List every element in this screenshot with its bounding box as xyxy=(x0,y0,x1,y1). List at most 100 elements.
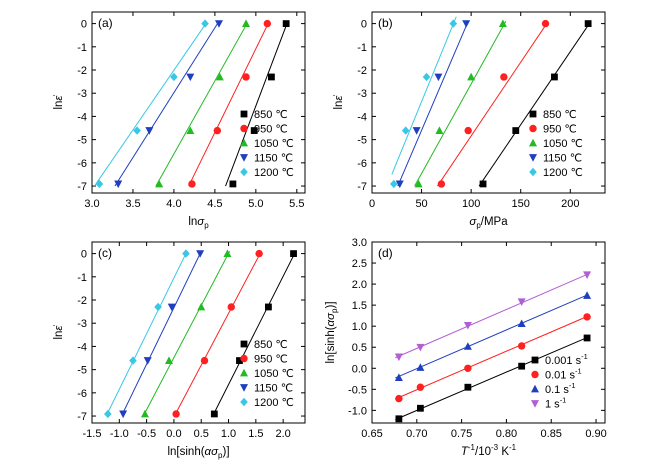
data-point xyxy=(394,373,403,381)
data-point xyxy=(196,250,205,258)
data-point xyxy=(213,126,222,135)
fit-line xyxy=(395,273,588,359)
x-axis-label: lnσp xyxy=(188,216,209,230)
legend-text: 850 ℃ xyxy=(543,109,577,121)
x-tick-label: 3.5 xyxy=(125,198,140,210)
y-tick-label: -4 xyxy=(77,111,87,123)
legend-marker xyxy=(240,138,248,147)
legend-label: 1150 ℃ xyxy=(254,383,293,395)
data-point xyxy=(214,20,223,28)
legend-marker xyxy=(240,110,248,118)
y-tick-label: -6 xyxy=(357,158,367,170)
data-point xyxy=(165,356,174,364)
fit-line xyxy=(121,251,202,416)
plot-frame xyxy=(91,241,306,424)
x-tick-label: 150 xyxy=(512,198,530,210)
y-tick-label: -1 xyxy=(357,42,367,54)
panel-c: -1.5 -1.0 -0.5 0.0 0.5 1.0 1.5 2.0 0 -1 -2 -3 -4 -5 -6… xyxy=(53,241,306,460)
legend-marker xyxy=(240,124,248,133)
x-label-alpha-sigma: ασ xyxy=(205,446,220,458)
y-tick-label: -4 xyxy=(77,341,87,353)
data-point xyxy=(210,410,218,418)
data-point xyxy=(133,126,141,135)
fit-line xyxy=(143,251,231,416)
legend-marker xyxy=(529,124,537,133)
x-tick-label: 3.0 xyxy=(84,198,99,210)
data-point xyxy=(215,72,224,81)
legend-sup: -1 xyxy=(575,367,582,376)
data-point xyxy=(390,179,398,189)
legend-text: 1150 ℃ xyxy=(254,153,293,165)
legend: 850 ℃ 950 ℃ 1050 ℃ 1150 ℃ 1200 ℃ xyxy=(529,109,583,179)
legend-text: 850 ℃ xyxy=(254,339,288,351)
legend-label: 1150 ℃ xyxy=(543,153,582,165)
legend-label: 850 ℃ xyxy=(254,339,288,351)
legend-label: 0.01 s-1 xyxy=(545,367,582,382)
fit-line xyxy=(395,316,588,400)
y-tick-label: -1.0 xyxy=(348,405,367,417)
y-tick-label: -5 xyxy=(77,135,87,147)
data-point xyxy=(551,73,558,81)
legend-label: 1150 ℃ xyxy=(254,153,293,165)
x-label-subscript: p xyxy=(476,221,481,230)
data-point xyxy=(512,127,520,134)
y-axis-label: lnε̇ xyxy=(53,95,65,110)
plot-frame xyxy=(371,11,606,194)
panel-label: (b) xyxy=(378,16,393,30)
panel-label: (d) xyxy=(378,246,393,260)
y-tick-label: 0.0 xyxy=(352,363,367,375)
data-point xyxy=(583,291,592,299)
legend-marker xyxy=(531,370,539,379)
legend-sup: -1 xyxy=(581,352,588,361)
data-point xyxy=(223,249,232,258)
y-tick-label: 1.5 xyxy=(352,300,367,312)
legend-marker xyxy=(240,368,248,377)
series-2 xyxy=(437,19,550,188)
legend-marker xyxy=(529,110,537,118)
legend-label: 1 s-1 xyxy=(545,396,566,411)
legend-label: 0.1 s-1 xyxy=(545,381,576,396)
data-point xyxy=(95,179,104,189)
y-tick-label: 0 xyxy=(361,19,367,31)
legend-text: 1200 ℃ xyxy=(254,397,294,409)
legend-sup: -1 xyxy=(560,396,567,405)
data-point xyxy=(104,409,112,419)
x-label-subscript: p xyxy=(218,451,223,460)
x-tick-label: -1.5 xyxy=(83,428,102,440)
y-tick-label: -3 xyxy=(357,88,367,100)
legend-sup: -1 xyxy=(569,381,576,390)
legend-label: 1200 ℃ xyxy=(254,167,294,179)
series-2 xyxy=(172,249,263,418)
legend-text: 0.01 s xyxy=(545,370,575,382)
fit-line xyxy=(437,22,548,187)
y-tick-label: 2.5 xyxy=(352,258,367,270)
y-tick-label: -5 xyxy=(77,365,87,377)
legend-marker xyxy=(529,154,537,162)
y-axis-label: lnε̇ xyxy=(333,95,345,110)
y-tick-label: -7 xyxy=(77,181,87,193)
x-axis-label: ln[sinh(ασp)] xyxy=(167,446,229,460)
legend-text: 1050 ℃ xyxy=(254,138,294,150)
series-4 xyxy=(394,271,592,362)
x-label-T: T xyxy=(461,446,469,458)
y-label-text: ln xyxy=(53,101,65,110)
x-label-sup2: -3 xyxy=(491,443,499,452)
data-point xyxy=(395,394,403,403)
series-3 xyxy=(414,19,507,188)
data-point xyxy=(541,19,550,28)
legend-label: 950 ℃ xyxy=(254,124,288,136)
x-tick-label: 0.70 xyxy=(406,428,427,440)
y-axis-label: ln[sinh(ασp)] xyxy=(325,301,339,363)
legend-label: 850 ℃ xyxy=(254,109,288,121)
legend-marker xyxy=(531,384,539,393)
y-tick-label: 0.5 xyxy=(352,342,367,354)
fit-line xyxy=(114,21,220,187)
y-tick-label: -2 xyxy=(77,295,87,307)
fit-line xyxy=(395,294,588,379)
data-point xyxy=(518,362,526,370)
legend-label: 850 ℃ xyxy=(543,109,577,121)
data-point xyxy=(119,410,128,419)
x-label-subscript: p xyxy=(204,221,209,230)
data-point xyxy=(416,363,425,371)
legend: 0.001 s-10.01 s-10.1 s-11 s-1 xyxy=(531,352,588,411)
